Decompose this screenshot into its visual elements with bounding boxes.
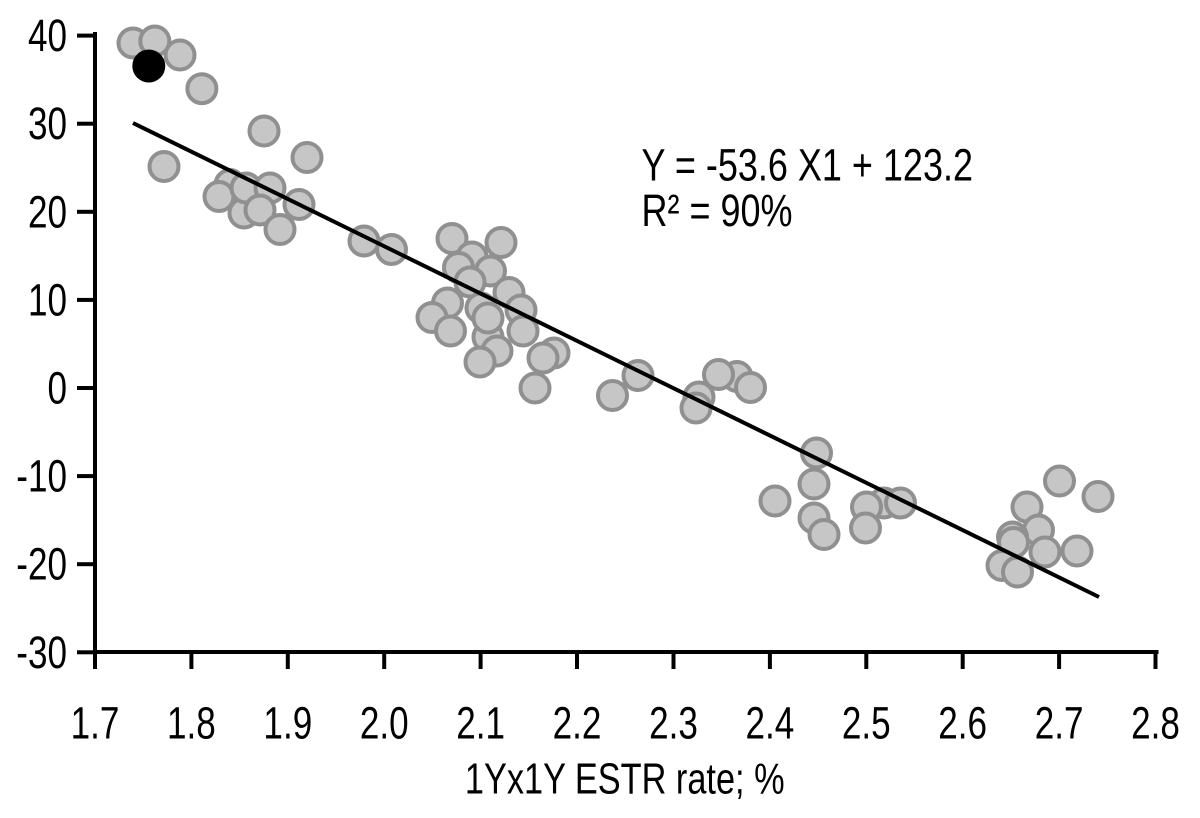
svg-text:2.8: 2.8: [1131, 697, 1180, 748]
svg-text:10: 10: [28, 274, 67, 325]
svg-text:-20: -20: [16, 538, 67, 589]
svg-text:2.0: 2.0: [360, 697, 409, 748]
svg-text:2.2: 2.2: [553, 697, 602, 748]
svg-text:Y = -53.6 X1 + 123.2: Y = -53.6 X1 + 123.2: [642, 140, 973, 191]
svg-text:2.5: 2.5: [842, 697, 891, 748]
svg-text:0: 0: [47, 362, 67, 413]
svg-text:1.7: 1.7: [71, 697, 120, 748]
svg-text:1.8: 1.8: [167, 697, 216, 748]
svg-text:1Yx1Y ESTR rate; %: 1Yx1Y ESTR rate; %: [465, 754, 785, 803]
svg-text:2.4: 2.4: [745, 697, 794, 748]
svg-text:R² = 90%: R² = 90%: [642, 185, 793, 236]
svg-text:2.3: 2.3: [649, 697, 698, 748]
svg-text:40: 40: [28, 10, 67, 61]
svg-text:-30: -30: [16, 627, 67, 678]
svg-text:1.9: 1.9: [263, 697, 312, 748]
svg-text:-10: -10: [16, 450, 67, 501]
svg-text:2.1: 2.1: [456, 697, 505, 748]
svg-text:20: 20: [28, 186, 67, 237]
svg-text:30: 30: [28, 98, 67, 149]
svg-text:2.6: 2.6: [938, 697, 987, 748]
svg-text:2.7: 2.7: [1035, 697, 1084, 748]
